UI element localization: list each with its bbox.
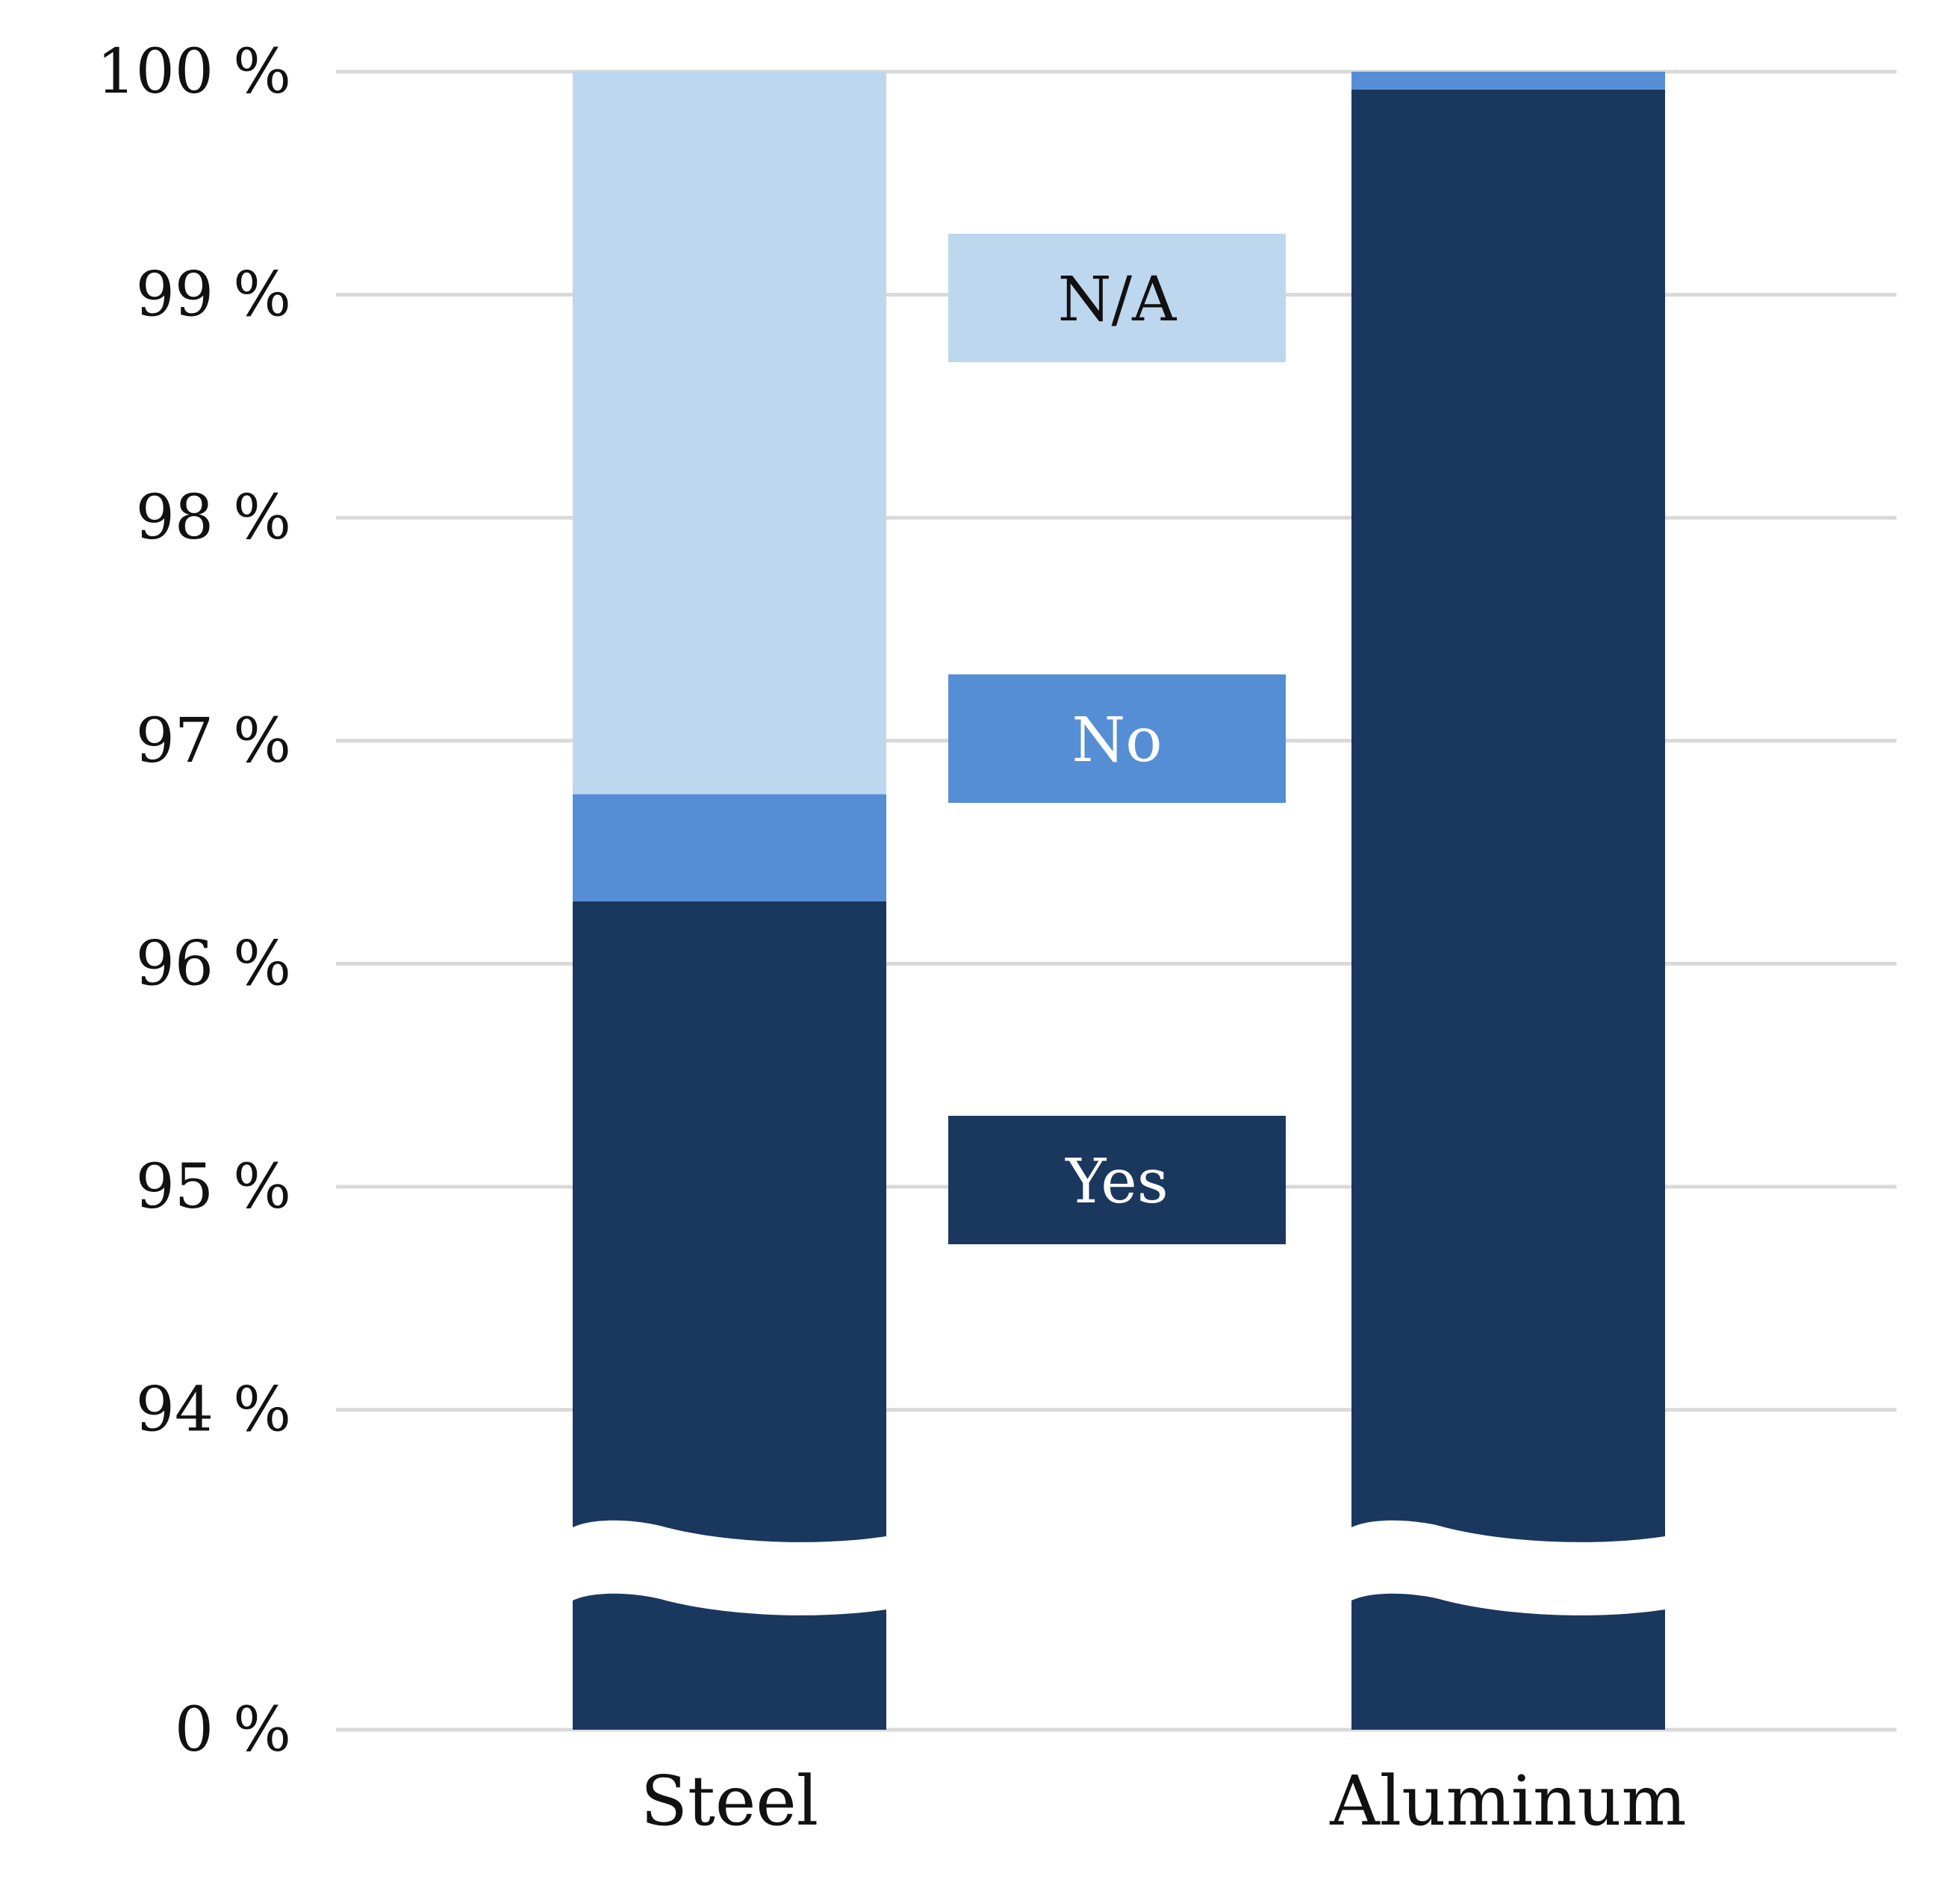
legend-swatch-no bbox=[948, 674, 1286, 803]
y-tick-label-94: 94 % bbox=[136, 1375, 291, 1446]
legend: N/A No Yes bbox=[948, 234, 1286, 1244]
x-category-label-aluminum: Aluminum bbox=[1329, 1761, 1687, 1841]
x-category-label-steel: Steel bbox=[641, 1761, 818, 1841]
legend-label-yes: Yes bbox=[1065, 1146, 1169, 1217]
y-tick-label-97: 97 % bbox=[136, 706, 291, 777]
y-tick-label-99: 99 % bbox=[136, 260, 291, 331]
y-axis: 94 % 95 % 96 % 97 % 98 % 99 % 100 % 0 % bbox=[97, 37, 292, 1766]
bar-steel-yes-lower bbox=[573, 1593, 886, 1730]
bar-aluminum-yes-lower bbox=[1351, 1593, 1665, 1730]
y-tick-label-100: 100 % bbox=[97, 37, 292, 108]
legend-swatch-na bbox=[948, 234, 1286, 362]
bars bbox=[573, 72, 1665, 1730]
bar-steel-yes-upper bbox=[573, 901, 886, 1542]
bar-steel-no bbox=[573, 794, 886, 901]
legend-label-no: No bbox=[1071, 705, 1162, 776]
bar-aluminum-yes-upper bbox=[1351, 89, 1665, 1542]
legend-swatch-yes bbox=[948, 1116, 1286, 1244]
y-tick-label-98: 98 % bbox=[136, 482, 291, 553]
legend-label-na: N/A bbox=[1058, 264, 1177, 335]
bar-aluminum-no bbox=[1351, 72, 1665, 90]
bar-steel-na bbox=[573, 72, 886, 795]
y-tick-label-96: 96 % bbox=[136, 928, 291, 999]
y-tick-label-baseline: 0 % bbox=[175, 1695, 291, 1766]
x-axis: Steel Aluminum bbox=[641, 1761, 1687, 1841]
y-tick-label-95: 95 % bbox=[136, 1152, 291, 1223]
